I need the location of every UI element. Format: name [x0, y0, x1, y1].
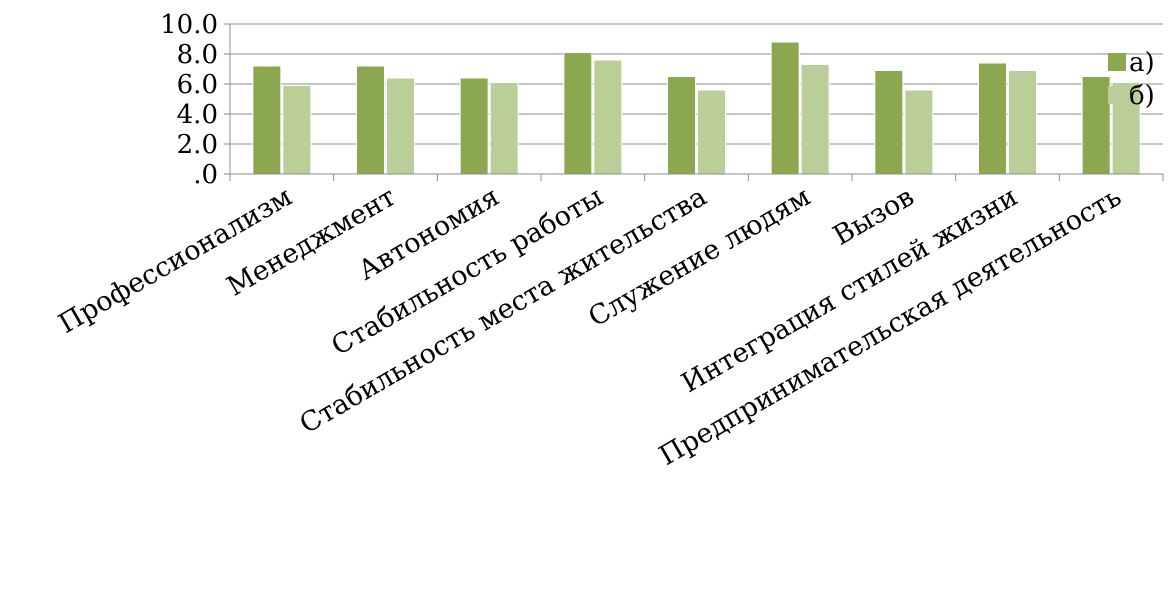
y-tick-label: .0 — [193, 160, 218, 190]
legend: а)б) — [1108, 48, 1155, 111]
legend-swatch — [1108, 86, 1126, 104]
bar-series-b — [1008, 70, 1037, 175]
bar-series-a — [252, 65, 282, 175]
y-tick-label: 8.0 — [177, 40, 218, 70]
bar-series-a — [770, 41, 800, 175]
bar-series-b — [800, 64, 830, 175]
bar-series-a — [667, 76, 696, 175]
y-tick-labels: 10.08.06.04.02.0.0 — [160, 10, 218, 190]
y-tick-label: 2.0 — [177, 130, 218, 160]
legend-label: а) — [1129, 48, 1155, 78]
bar-series-b — [282, 85, 312, 175]
bar-series-a — [563, 52, 593, 175]
y-tick-label: 4.0 — [177, 100, 218, 130]
bar-series-b — [386, 77, 415, 175]
legend-label: б) — [1129, 81, 1155, 111]
bar-series-a — [1081, 76, 1111, 175]
bar-series-b — [697, 89, 726, 175]
axes — [224, 23, 1164, 181]
bar-series-a — [356, 65, 385, 175]
bar-series-b — [489, 82, 519, 175]
bar-series-b — [593, 59, 623, 175]
y-tick-label: 6.0 — [177, 70, 218, 100]
legend-swatch — [1108, 53, 1126, 71]
bar-series-a — [978, 62, 1007, 175]
bars — [252, 41, 1141, 175]
category-labels: ПрофессионализмМенеджментАвтономияСтабил… — [53, 181, 1126, 472]
gridlines — [230, 23, 1163, 145]
bar-series-a — [459, 77, 489, 175]
y-tick-label: 10.0 — [160, 10, 218, 40]
bar-series-a — [874, 70, 904, 175]
bar-series-b — [904, 89, 934, 175]
